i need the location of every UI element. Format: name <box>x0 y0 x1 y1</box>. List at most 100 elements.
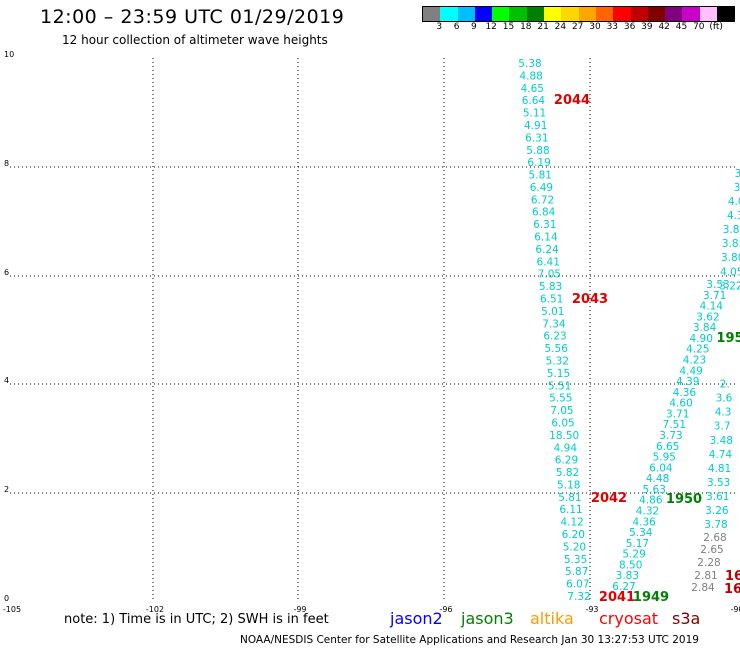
swh-value: 7.32 <box>567 591 590 603</box>
swh-value: 6.29 <box>555 455 578 467</box>
pass-time-label: 16 <box>724 582 740 597</box>
swh-value: 4.3 <box>715 407 732 419</box>
y-tick-label: 10 <box>4 50 14 59</box>
swh-value: 6.24 <box>535 244 559 256</box>
swh-value: 4.0 <box>728 196 740 208</box>
axis-ticks: -105 -102 -99 -96 -93 -90 10 8 6 4 2 0 <box>3 50 740 614</box>
color-scale-label: 70 <box>693 22 705 32</box>
pass-time-label: 2043 <box>572 292 608 307</box>
color-swatch <box>717 7 735 21</box>
color-swatch <box>699 7 718 21</box>
color-scale-label: (ft) <box>709 22 723 32</box>
pass-time-label: 2044 <box>554 93 590 108</box>
swh-value: 5.87 <box>565 566 588 578</box>
legend-item-s3a: s3a <box>672 609 701 628</box>
swh-value: 18.50 <box>549 430 579 442</box>
swh-value: 5.15 <box>547 368 570 380</box>
color-swatch <box>492 7 510 21</box>
swh-value: 6.41 <box>537 256 560 268</box>
swh-value: 6.23 <box>543 331 566 343</box>
color-swatch <box>682 7 700 21</box>
swh-value: 6.20 <box>562 529 585 541</box>
swh-value: 4.48 <box>646 473 669 485</box>
swh-value: 3.61 <box>706 491 729 503</box>
swh-value: 3.71 <box>703 290 726 302</box>
swh-value: 3.71 <box>666 408 689 420</box>
map-subtitle: 12 hour collection of altimeter wave hei… <box>62 33 328 47</box>
swh-value: 4.36 <box>673 387 697 399</box>
swh-value: 5.51 <box>548 380 571 392</box>
swh-value: 4.90 <box>690 333 713 345</box>
pass-time-label: 1950 <box>666 492 702 507</box>
color-swatch <box>630 7 648 21</box>
swh-value: 3.83 <box>616 570 639 582</box>
color-swatch <box>665 7 683 21</box>
color-scale-label: 6 <box>453 22 460 32</box>
footer-note: note: 1) Time is in UTC; 2) SWH is in fe… <box>64 612 329 627</box>
x-tick-label: -90 <box>730 605 740 614</box>
pass-time-label: 16 <box>725 569 740 584</box>
color-scale-label: 39 <box>641 22 653 32</box>
x-tick-label: -99 <box>293 605 306 614</box>
color-scale-label: 15 <box>502 22 515 32</box>
swh-value: 8.50 <box>619 559 642 571</box>
swh-value: 4.88 <box>519 70 542 82</box>
swh-value: 5.20 <box>563 541 586 553</box>
swh-value: 3.81 <box>722 238 740 250</box>
swh-value: 2. <box>720 379 730 391</box>
swh-value: 5.29 <box>622 549 645 561</box>
color-swatch <box>423 7 441 21</box>
swh-value: 5.88 <box>526 145 549 157</box>
swh-value: 5.34 <box>629 527 653 539</box>
swh-value: 3.7 <box>714 421 731 433</box>
swh-value: 6.27 <box>612 581 635 593</box>
swh-value: 4.14 <box>700 301 724 313</box>
swh-value: 5.81 <box>558 492 581 504</box>
swh-value: 4.74 <box>709 449 733 461</box>
swh-value: 4.3 <box>727 210 740 222</box>
x-tick-label: -102 <box>146 605 164 614</box>
swh-value: 5.35 <box>564 554 587 566</box>
x-tick-label: -93 <box>585 605 598 614</box>
swh-value: 3.80 <box>721 252 740 264</box>
pass-time-label: 2041 <box>599 590 635 605</box>
y-tick-label: 4 <box>4 376 9 385</box>
color-scale-bar <box>422 6 736 22</box>
swh-value: 4.49 <box>679 365 702 377</box>
swh-value: 6.31 <box>533 219 556 231</box>
swh-value: 5.38 <box>518 58 541 70</box>
legend-item-altika: altika <box>530 609 574 628</box>
swh-value: 3.53 <box>706 279 729 291</box>
swh-value: 7.05 <box>550 405 573 417</box>
color-scale-label: 3 <box>436 22 443 32</box>
color-swatch <box>457 7 475 21</box>
swh-value: 5.63 <box>643 484 666 496</box>
color-scale-label: 24 <box>554 22 567 32</box>
color-swatch <box>526 7 545 21</box>
swh-value: 4.36 <box>632 516 656 528</box>
grid-lines <box>10 58 735 602</box>
color-scale-label: 21 <box>537 22 549 32</box>
swh-value: 3.73 <box>659 430 682 442</box>
x-tick-label: -96 <box>439 605 452 614</box>
legend-item-jason2: jason2 <box>390 609 443 628</box>
swh-value: 7.34 <box>542 318 566 330</box>
swh-value: 5.01 <box>541 306 564 318</box>
swh-value: 5.32 <box>546 355 569 367</box>
y-tick-label: 6 <box>4 268 9 277</box>
swh-value: 3.48 <box>710 435 733 447</box>
swh-value: 3.22 <box>719 280 740 292</box>
swh-value: 4.25 <box>686 344 709 356</box>
pass-time-label: 195 <box>716 331 740 346</box>
swh-value: 4.23 <box>683 355 706 367</box>
swh-value: 4.86 <box>639 495 663 507</box>
color-scale-label: 27 <box>571 22 584 32</box>
swh-value: 3.84 <box>693 322 717 334</box>
swh-value: 6.07 <box>566 579 589 591</box>
color-swatch <box>440 7 458 21</box>
swh-value: 5.83 <box>539 281 562 293</box>
swh-value: 6.64 <box>522 95 546 107</box>
swh-value: 4.39 <box>676 376 699 388</box>
swh-value: 3 <box>735 168 740 180</box>
